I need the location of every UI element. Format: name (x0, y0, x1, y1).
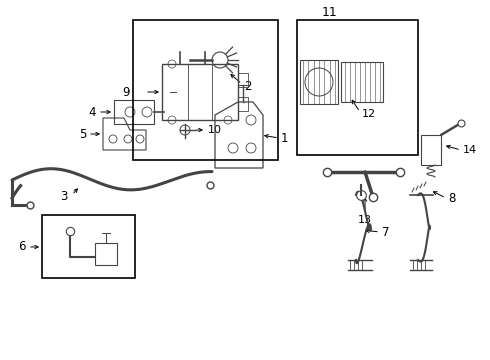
Text: 2: 2 (244, 80, 251, 93)
Bar (341, 62, 383, 102)
Bar (300, 60, 338, 104)
Bar (42, 215, 135, 278)
Bar (95, 243, 117, 265)
Text: 5: 5 (78, 127, 86, 140)
Text: 3: 3 (61, 190, 68, 203)
Bar (297, 20, 418, 155)
Text: 11: 11 (322, 5, 338, 18)
Text: 6: 6 (19, 240, 26, 253)
Text: 8: 8 (448, 192, 455, 204)
Text: 4: 4 (89, 105, 96, 118)
Bar (421, 135, 441, 165)
Bar (133, 20, 278, 160)
Bar (238, 73, 248, 87)
Text: 13: 13 (358, 215, 372, 225)
Bar (162, 64, 238, 120)
Bar (114, 100, 154, 124)
Text: 1: 1 (281, 131, 289, 144)
Text: 7: 7 (382, 225, 390, 238)
Text: 10: 10 (208, 125, 222, 135)
Text: 12: 12 (362, 109, 376, 119)
Bar (238, 97, 248, 111)
Text: 14: 14 (463, 145, 477, 155)
Text: 9: 9 (122, 85, 130, 99)
